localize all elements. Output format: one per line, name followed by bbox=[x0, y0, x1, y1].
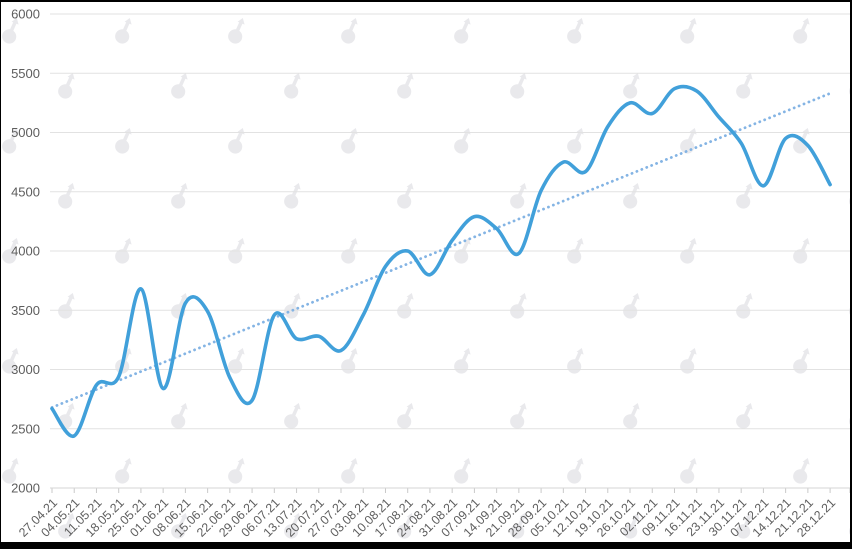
forklog-logo-icon bbox=[454, 128, 471, 154]
forklog-logo-icon bbox=[623, 183, 640, 209]
value-series-line[interactable] bbox=[50, 84, 832, 438]
forklog-logo-icon bbox=[397, 513, 414, 539]
forklog-logo-icon bbox=[680, 18, 697, 44]
forklog-logo-icon bbox=[623, 513, 640, 539]
forklog-logo-icon bbox=[680, 458, 697, 484]
forklog-logo-icon bbox=[228, 458, 245, 484]
forklog-logo-icon bbox=[2, 238, 19, 264]
forklog-logo-icon bbox=[680, 128, 697, 154]
gridline-layer bbox=[50, 13, 850, 489]
border-bottom bbox=[0, 542, 852, 549]
forklog-logo-icon bbox=[2, 18, 19, 44]
y-axis-label: 5000 bbox=[11, 125, 40, 140]
forklog-logo-icon bbox=[228, 128, 245, 154]
forklog-logo-icon bbox=[680, 348, 697, 374]
forklog-logo-icon bbox=[2, 348, 19, 374]
y-axis-label: 3500 bbox=[11, 303, 40, 318]
y-axis-label: 2500 bbox=[11, 421, 40, 436]
forklog-logo-icon bbox=[284, 403, 301, 429]
forklog-logo-icon bbox=[58, 293, 75, 319]
forklog-logo-icon bbox=[736, 403, 753, 429]
forklog-logo-icon bbox=[171, 513, 188, 539]
forklog-logo-icon bbox=[567, 128, 584, 154]
forklog-logo-icon bbox=[510, 403, 527, 429]
forklog-logo-icon bbox=[284, 513, 301, 539]
forklog-logo-icon bbox=[510, 73, 527, 99]
forklog-logo-icon bbox=[397, 183, 414, 209]
forklog-logo-icon bbox=[284, 183, 301, 209]
forklog-logo-icon bbox=[341, 458, 358, 484]
y-axis-label: 3000 bbox=[11, 362, 40, 377]
y-axis-label: 4500 bbox=[11, 184, 40, 199]
forklog-logo-icon bbox=[567, 18, 584, 44]
y-axis-label: 6000 bbox=[11, 7, 40, 22]
forklog-logo-icon bbox=[171, 73, 188, 99]
axis-layer bbox=[51, 488, 851, 493]
forklog-logo-icon bbox=[623, 293, 640, 319]
forklog-logo-icon bbox=[397, 403, 414, 429]
forklog-logo-icon bbox=[115, 128, 132, 154]
forklog-logo-icon bbox=[736, 73, 753, 99]
forklog-logo-icon bbox=[623, 403, 640, 429]
forklog-logo-icon bbox=[567, 458, 584, 484]
forklog-logo-icon bbox=[736, 513, 753, 539]
forklog-logo-icon bbox=[171, 183, 188, 209]
forklog-logo-icon bbox=[341, 18, 358, 44]
border-right bbox=[850, 0, 852, 549]
forklog-logo-icon bbox=[2, 458, 19, 484]
forklog-logo-icon bbox=[228, 348, 245, 374]
forklog-logo-icon bbox=[2, 128, 19, 154]
forklog-logo-icon bbox=[454, 458, 471, 484]
forklog-logo-icon bbox=[454, 348, 471, 374]
y-axis-label: 4000 bbox=[11, 244, 40, 259]
plot-area[interactable] bbox=[50, 84, 832, 438]
trend-line bbox=[50, 91, 832, 409]
forklog-logo-icon bbox=[736, 183, 753, 209]
forklog-logo-icon bbox=[58, 73, 75, 99]
forklog-logo-icon bbox=[454, 18, 471, 44]
y-axis-label: 2000 bbox=[11, 481, 40, 496]
forklog-logo-icon bbox=[567, 348, 584, 374]
forklog-logo-icon bbox=[510, 513, 527, 539]
border-left bbox=[0, 0, 1, 549]
forklog-logo-icon bbox=[58, 183, 75, 209]
forklog-logo-icon bbox=[623, 73, 640, 99]
forklog-logo-icon bbox=[115, 18, 132, 44]
forklog-logo-icon bbox=[397, 73, 414, 99]
forklog-logo-icon bbox=[228, 18, 245, 44]
forklog-logo-icon bbox=[284, 73, 301, 99]
forklog-logo-icon bbox=[510, 183, 527, 209]
forklog-logo-icon bbox=[793, 458, 810, 484]
forklog-logo-icon bbox=[736, 293, 753, 319]
forklog-logo-icon bbox=[793, 348, 810, 374]
forklog-logo-icon bbox=[58, 403, 75, 429]
forklog-logo-icon bbox=[115, 458, 132, 484]
forklog-logo-icon bbox=[171, 403, 188, 429]
watermark-layer bbox=[2, 18, 852, 539]
forklog-logo-icon bbox=[341, 128, 358, 154]
forklog-logo-icon bbox=[793, 18, 810, 44]
y-axis-label: 5500 bbox=[11, 66, 40, 81]
forklog-logo-icon bbox=[397, 293, 414, 319]
border-top bbox=[0, 0, 852, 2]
forklog-logo-icon bbox=[58, 513, 75, 539]
forklog-logo-icon bbox=[341, 348, 358, 374]
forklog-logo-icon bbox=[510, 293, 527, 319]
